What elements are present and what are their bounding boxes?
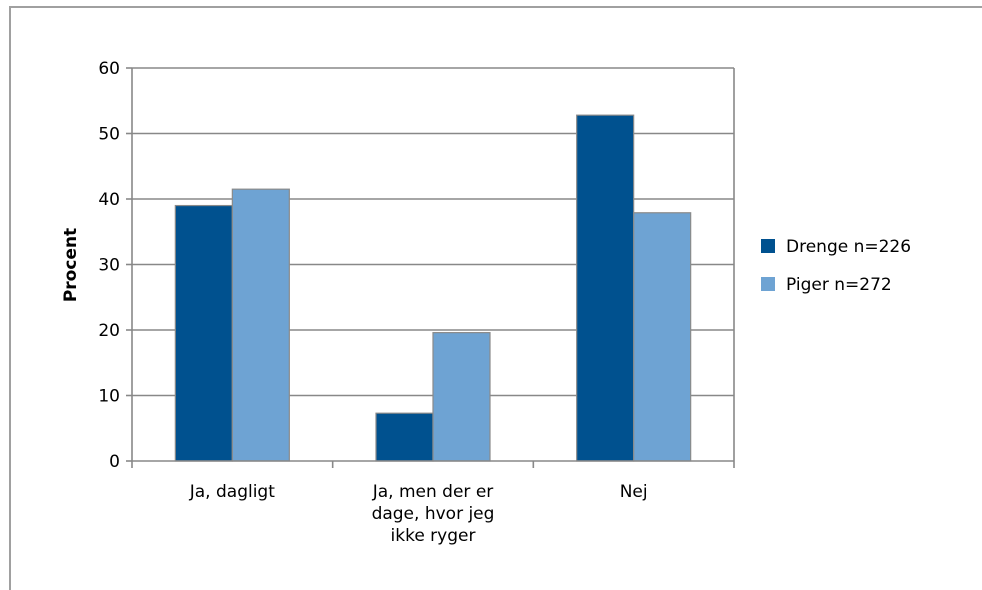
- y-axis-label: Procent: [61, 228, 81, 302]
- x-tick-label-line: Nej: [620, 482, 648, 502]
- legend-label-piger: Piger n=272: [786, 275, 892, 295]
- x-tick-labels: Ja, dagligt Ja, men der er dage, hvor jeg i…: [189, 482, 648, 546]
- bar-piger-2: [633, 212, 692, 462]
- bar-drenge-2: [576, 114, 635, 462]
- bar-drenge-0: [174, 204, 233, 462]
- y-tick-label: 0: [109, 452, 120, 472]
- bar-drenge-1: [375, 412, 434, 462]
- legend-swatch-piger: [761, 277, 775, 291]
- y-tick-label: 20: [98, 321, 120, 341]
- axes: [126, 67, 735, 468]
- y-tick-label: 50: [98, 125, 120, 145]
- x-tick-label: Nej: [620, 482, 648, 502]
- legend-swatch-drenge: [761, 239, 775, 253]
- y-tick-label: 10: [98, 387, 120, 407]
- y-tick-label: 40: [98, 190, 120, 210]
- x-tick-label: Ja, men der er dage, hvor jeg ikke ryger: [372, 482, 495, 546]
- legend: Drenge n=226 Piger n=272: [761, 237, 911, 295]
- y-tick-label: 60: [98, 59, 120, 79]
- x-tick-label-line: ikke ryger: [391, 526, 476, 546]
- x-tick-label: Ja, dagligt: [189, 482, 275, 502]
- y-tick-labels: 0 10 20 30 40 50 60: [98, 59, 120, 472]
- x-tick-label-line: Ja, dagligt: [189, 482, 275, 502]
- x-tick-label-line: dage, hvor jeg: [372, 504, 495, 524]
- bars: [174, 114, 692, 462]
- y-tick-label: 30: [98, 256, 120, 276]
- bar-piger-1: [432, 332, 491, 462]
- legend-label-drenge: Drenge n=226: [786, 237, 911, 257]
- x-tick-label-line: Ja, men der er: [372, 482, 494, 502]
- bar-piger-0: [231, 188, 290, 462]
- chart-border: [9, 6, 982, 590]
